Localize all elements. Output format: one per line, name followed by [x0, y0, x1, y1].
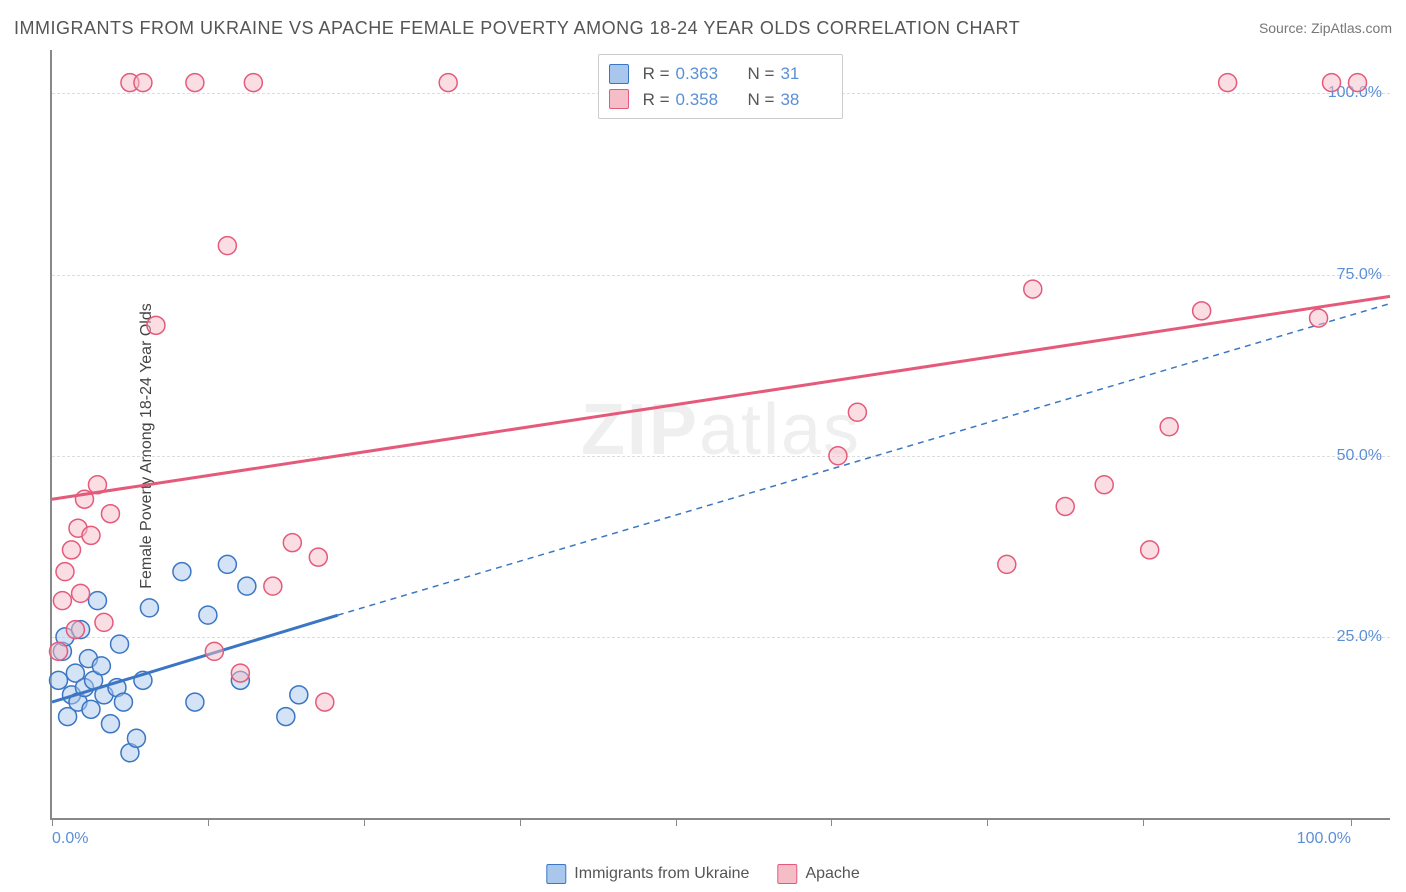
data-point-apache	[53, 592, 71, 610]
source-label: Source: ZipAtlas.com	[1259, 20, 1392, 36]
swatch-ukraine	[546, 864, 566, 884]
data-point-apache	[1160, 418, 1178, 436]
xtick-mark	[987, 818, 988, 826]
data-point-apache	[1349, 74, 1367, 92]
data-point-ukraine	[140, 599, 158, 617]
legend-item-ukraine: Immigrants from Ukraine	[546, 864, 749, 884]
data-point-ukraine	[218, 555, 236, 573]
xtick-mark	[208, 818, 209, 826]
data-point-apache	[95, 613, 113, 631]
data-point-ukraine	[238, 577, 256, 595]
data-point-apache	[309, 548, 327, 566]
data-point-apache	[56, 563, 74, 581]
data-point-apache	[316, 693, 334, 711]
data-point-ukraine	[114, 693, 132, 711]
chart-container: IMMIGRANTS FROM UKRAINE VS APACHE FEMALE…	[0, 0, 1406, 892]
xtick-mark	[520, 818, 521, 826]
data-point-apache	[134, 74, 152, 92]
data-point-ukraine	[92, 657, 110, 675]
trendline-dashed-ukraine	[338, 304, 1390, 616]
xtick-mark	[1143, 818, 1144, 826]
xtick-label: 100.0%	[1297, 830, 1351, 848]
data-point-apache	[264, 577, 282, 595]
legend-item-apache: Apache	[777, 864, 859, 884]
data-point-apache	[1056, 497, 1074, 515]
data-point-apache	[49, 642, 67, 660]
xtick-mark	[1351, 818, 1352, 826]
data-point-apache	[186, 74, 204, 92]
xtick-label: 0.0%	[52, 830, 88, 848]
data-point-apache	[998, 555, 1016, 573]
data-point-ukraine	[101, 715, 119, 733]
swatch-ukraine	[609, 64, 629, 84]
plot-area: ZIPatlas R = 0.363N = 31R = 0.358N = 38 …	[50, 50, 1390, 820]
data-point-apache	[1219, 74, 1237, 92]
data-point-apache	[82, 526, 100, 544]
data-point-apache	[283, 534, 301, 552]
data-point-apache	[205, 642, 223, 660]
xtick-mark	[676, 818, 677, 826]
stats-legend: R = 0.363N = 31R = 0.358N = 38	[598, 54, 844, 119]
data-point-apache	[231, 664, 249, 682]
plot-svg	[52, 50, 1390, 818]
data-point-ukraine	[277, 708, 295, 726]
trendline-apache	[52, 296, 1390, 499]
data-point-apache	[101, 505, 119, 523]
data-point-apache	[218, 237, 236, 255]
data-point-apache	[72, 584, 90, 602]
data-point-apache	[1323, 74, 1341, 92]
data-point-apache	[829, 447, 847, 465]
data-point-apache	[62, 541, 80, 559]
data-point-ukraine	[127, 729, 145, 747]
x-axis-legend: Immigrants from Ukraine Apache	[546, 864, 859, 884]
data-point-ukraine	[111, 635, 129, 653]
data-point-apache	[147, 316, 165, 334]
swatch-apache	[777, 864, 797, 884]
data-point-apache	[848, 403, 866, 421]
data-point-apache	[1310, 309, 1328, 327]
data-point-ukraine	[88, 592, 106, 610]
chart-title: IMMIGRANTS FROM UKRAINE VS APACHE FEMALE…	[14, 18, 1020, 39]
data-point-apache	[244, 74, 262, 92]
xtick-mark	[52, 818, 53, 826]
data-point-apache	[1095, 476, 1113, 494]
data-point-ukraine	[49, 671, 67, 689]
data-point-ukraine	[82, 700, 100, 718]
stats-row-apache: R = 0.358N = 38	[609, 87, 833, 113]
data-point-apache	[1193, 302, 1211, 320]
data-point-ukraine	[186, 693, 204, 711]
data-point-ukraine	[173, 563, 191, 581]
data-point-ukraine	[199, 606, 217, 624]
swatch-apache	[609, 89, 629, 109]
xtick-mark	[364, 818, 365, 826]
data-point-ukraine	[290, 686, 308, 704]
data-point-apache	[1024, 280, 1042, 298]
data-point-apache	[439, 74, 457, 92]
xtick-mark	[831, 818, 832, 826]
data-point-apache	[66, 621, 84, 639]
stats-row-ukraine: R = 0.363N = 31	[609, 61, 833, 87]
data-point-apache	[1141, 541, 1159, 559]
